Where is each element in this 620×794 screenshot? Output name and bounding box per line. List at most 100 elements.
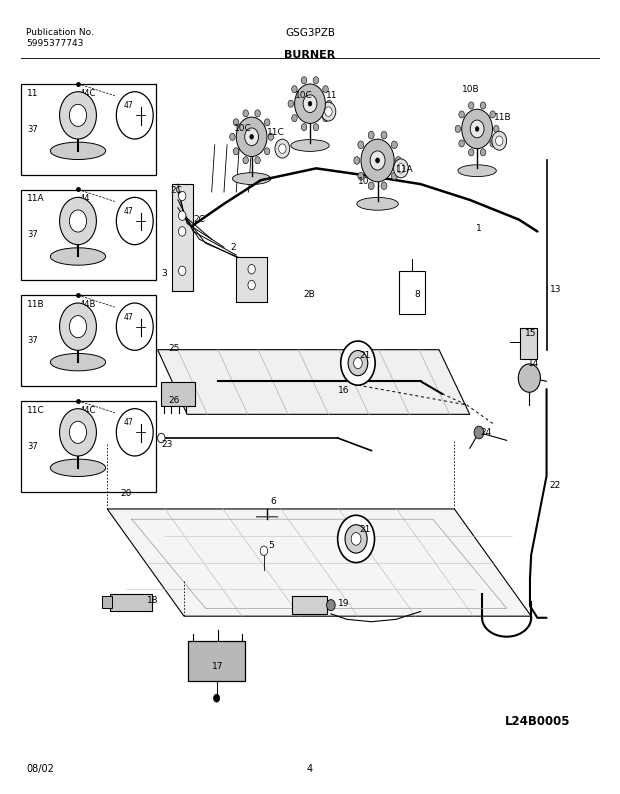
- Circle shape: [69, 316, 87, 337]
- Circle shape: [264, 148, 270, 155]
- Text: 44C: 44C: [79, 406, 96, 414]
- Polygon shape: [107, 509, 531, 616]
- Polygon shape: [520, 329, 538, 359]
- Text: 11B: 11B: [27, 300, 45, 309]
- Circle shape: [361, 139, 394, 182]
- Circle shape: [354, 156, 360, 164]
- Circle shape: [348, 350, 368, 376]
- Ellipse shape: [458, 165, 497, 176]
- Circle shape: [260, 546, 268, 556]
- Text: 22: 22: [550, 481, 561, 490]
- Circle shape: [117, 198, 153, 245]
- Circle shape: [69, 422, 87, 443]
- Text: L24B0005: L24B0005: [505, 715, 570, 728]
- Circle shape: [243, 156, 249, 164]
- Text: BURNER: BURNER: [285, 50, 335, 60]
- Circle shape: [351, 533, 361, 545]
- Circle shape: [376, 158, 379, 163]
- Circle shape: [60, 303, 97, 350]
- Bar: [110, 594, 152, 611]
- Circle shape: [469, 148, 474, 156]
- Polygon shape: [157, 349, 470, 414]
- Circle shape: [117, 92, 153, 139]
- Circle shape: [308, 102, 312, 106]
- Text: 18: 18: [147, 596, 159, 605]
- Text: 6: 6: [270, 496, 276, 506]
- Text: 10B: 10B: [463, 85, 480, 94]
- Text: 10C: 10C: [234, 125, 252, 133]
- Text: 10C: 10C: [295, 91, 313, 100]
- Circle shape: [255, 110, 260, 117]
- Text: 37: 37: [27, 230, 38, 240]
- Text: 1: 1: [476, 224, 482, 233]
- Circle shape: [60, 92, 97, 139]
- Circle shape: [394, 159, 409, 178]
- Ellipse shape: [232, 172, 271, 184]
- Circle shape: [323, 86, 329, 93]
- Circle shape: [301, 77, 307, 84]
- Text: 47: 47: [124, 313, 133, 322]
- Circle shape: [494, 125, 499, 133]
- Text: 44B: 44B: [79, 300, 96, 309]
- Circle shape: [327, 100, 332, 107]
- Text: 26: 26: [169, 396, 180, 406]
- Text: 16: 16: [338, 386, 349, 395]
- Circle shape: [117, 409, 153, 456]
- Circle shape: [60, 198, 97, 245]
- Text: 10: 10: [358, 177, 370, 187]
- Circle shape: [278, 144, 286, 153]
- Text: 47: 47: [124, 102, 133, 110]
- Circle shape: [179, 227, 186, 236]
- Text: 11A: 11A: [27, 195, 45, 203]
- Circle shape: [327, 599, 335, 611]
- Text: 3: 3: [161, 268, 167, 278]
- Circle shape: [476, 126, 479, 131]
- Text: GSG3PZB: GSG3PZB: [285, 28, 335, 38]
- Circle shape: [268, 133, 273, 141]
- Circle shape: [321, 102, 336, 121]
- Ellipse shape: [50, 142, 105, 160]
- Circle shape: [60, 409, 97, 456]
- Circle shape: [490, 111, 495, 118]
- Text: 37: 37: [27, 336, 38, 345]
- Circle shape: [480, 102, 486, 109]
- Circle shape: [323, 114, 329, 121]
- Text: 11C: 11C: [27, 406, 45, 414]
- Text: 11B: 11B: [494, 114, 512, 122]
- Circle shape: [233, 148, 239, 155]
- Text: 2B: 2B: [304, 290, 316, 299]
- Bar: [161, 382, 195, 406]
- Text: 8: 8: [414, 290, 420, 299]
- Circle shape: [391, 172, 397, 180]
- Circle shape: [341, 341, 375, 385]
- Circle shape: [358, 172, 364, 180]
- Text: 2: 2: [230, 243, 236, 252]
- Circle shape: [301, 124, 307, 131]
- Circle shape: [294, 84, 326, 123]
- Text: 11A: 11A: [396, 165, 414, 175]
- Circle shape: [518, 364, 541, 392]
- Circle shape: [396, 156, 401, 164]
- Bar: [21, 295, 156, 386]
- Circle shape: [288, 100, 293, 107]
- Circle shape: [69, 104, 87, 126]
- Circle shape: [469, 102, 474, 109]
- Text: 23: 23: [161, 440, 173, 449]
- Text: 44: 44: [79, 195, 90, 203]
- Circle shape: [470, 120, 484, 138]
- Circle shape: [353, 357, 362, 368]
- Bar: [291, 596, 327, 614]
- Circle shape: [179, 211, 186, 221]
- Bar: [102, 596, 112, 607]
- Circle shape: [264, 119, 270, 126]
- Text: 17: 17: [211, 662, 223, 671]
- Polygon shape: [172, 184, 193, 291]
- Circle shape: [338, 515, 374, 563]
- Text: 4: 4: [307, 764, 313, 774]
- Circle shape: [291, 86, 297, 93]
- Circle shape: [358, 141, 364, 148]
- Circle shape: [370, 151, 385, 170]
- Text: 24: 24: [481, 428, 492, 437]
- Circle shape: [325, 107, 332, 116]
- Circle shape: [291, 114, 297, 121]
